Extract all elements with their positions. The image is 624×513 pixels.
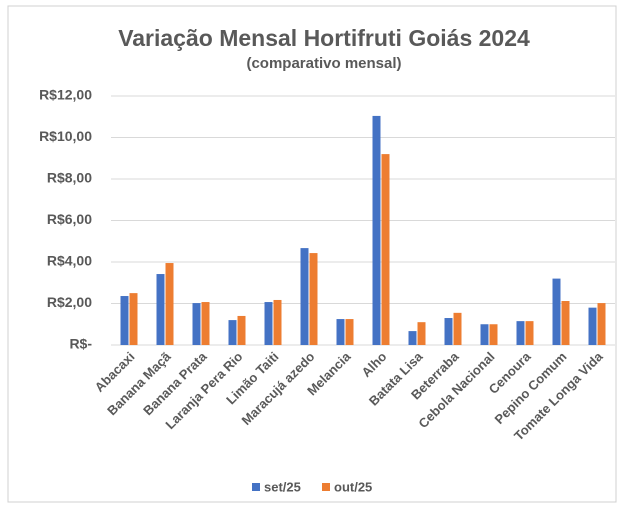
bar — [237, 315, 246, 345]
bar — [273, 299, 282, 345]
bar — [453, 312, 462, 345]
bar — [300, 248, 309, 345]
bar — [120, 296, 129, 345]
bar — [165, 263, 174, 345]
y-tick-label: R$10,00 — [39, 128, 92, 144]
bar — [408, 331, 417, 345]
bar — [597, 303, 606, 345]
bar — [201, 302, 210, 345]
legend-swatch — [322, 483, 330, 491]
bar — [588, 307, 597, 345]
bar — [129, 293, 138, 345]
legend-label: set/25 — [264, 479, 301, 494]
bar — [444, 318, 453, 345]
y-tick-label: R$- — [69, 336, 92, 352]
bar — [381, 154, 390, 345]
bar — [345, 319, 354, 345]
bar — [264, 302, 273, 345]
y-tick-label: R$4,00 — [47, 253, 92, 269]
chart-title: Variação Mensal Hortifruti Goiás 2024 — [118, 25, 530, 51]
legend-swatch — [252, 483, 260, 491]
bar — [480, 324, 489, 345]
chart-subtitle: (comparativo mensal) — [246, 55, 401, 72]
bar — [561, 301, 570, 345]
bar — [156, 274, 165, 345]
bar — [552, 278, 561, 345]
bar — [516, 321, 525, 345]
y-tick-label: R$2,00 — [47, 294, 92, 310]
bar — [336, 319, 345, 345]
bar — [489, 324, 498, 345]
bar — [192, 303, 201, 345]
bar — [228, 320, 237, 345]
legend-label: out/25 — [334, 479, 372, 494]
y-tick-label: R$6,00 — [47, 211, 92, 227]
bar — [525, 321, 534, 345]
bar — [372, 115, 381, 345]
bar — [417, 322, 426, 345]
y-tick-label: R$8,00 — [47, 170, 92, 186]
y-tick-label: R$12,00 — [39, 87, 92, 103]
bar — [309, 253, 318, 345]
